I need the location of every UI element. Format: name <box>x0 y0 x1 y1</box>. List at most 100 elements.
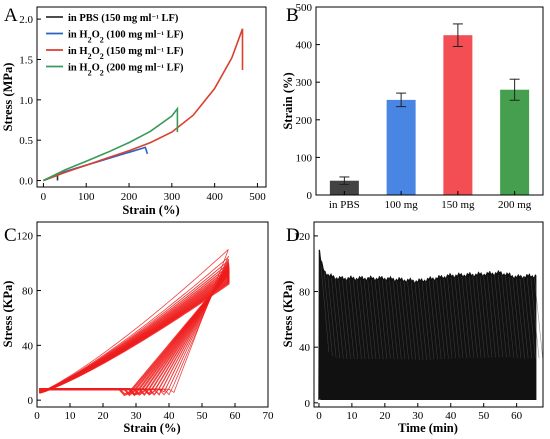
legend-entry-part: (150 mg ml <box>104 46 157 57</box>
cycle-trace <box>479 276 489 358</box>
panel-c-ytick-label: 40 <box>22 340 34 352</box>
panel-c-ytick-label: 80 <box>22 286 34 298</box>
cycle-trace <box>487 275 496 358</box>
cycle-trace <box>534 277 543 359</box>
cycle-trace <box>400 281 409 360</box>
category-label-1: 100 mg <box>384 199 418 211</box>
cycle-trace <box>421 282 431 360</box>
cycle-trace <box>338 280 348 360</box>
panel-b-ytick-label: 300 <box>296 77 313 89</box>
bar-3 <box>500 89 530 195</box>
panel-a-xtick-label: 300 <box>164 191 181 203</box>
panel-d-xtick-label: 40 <box>445 410 457 422</box>
cycle-trace <box>530 277 540 359</box>
legend-entry-part: ⁻¹ <box>157 30 165 40</box>
panel-c-xtick-label: 10 <box>65 410 77 422</box>
panel-d-xlabel: Time (min) <box>398 421 458 435</box>
cycle-trace <box>512 277 522 359</box>
panel-c-xlabel: Strain (%) <box>123 421 180 435</box>
panel-a-xtick-label: 100 <box>78 191 95 203</box>
cycle-trace <box>407 281 417 360</box>
cycle-trace <box>436 279 446 359</box>
panel-a-ytick-label: 2.0 <box>19 14 33 26</box>
cycle-trace <box>389 280 398 360</box>
legend-entry-part: 2 <box>100 68 104 77</box>
cycle-loop-2 <box>39 258 229 396</box>
series-line-3 <box>43 106 179 182</box>
series-line-2 <box>43 28 244 182</box>
cycle-trace <box>472 276 482 358</box>
legend-entry-2: in H2O2 (150 mg ml⁻¹ LF) <box>68 46 184 61</box>
cycle-trace <box>458 277 467 358</box>
cycle-trace <box>497 274 507 358</box>
panel-b-ytick-label: 0 <box>307 190 313 202</box>
cycle-trace <box>331 278 340 359</box>
legend-entry-part: 2 <box>100 52 104 61</box>
panel-a-xtick-label: 400 <box>206 191 223 203</box>
legend-entry-part: O <box>92 63 100 74</box>
category-label-0: in PBS <box>329 199 360 211</box>
cycle-trace <box>439 279 449 359</box>
series-line-1 <box>43 146 149 182</box>
panel-a: A 0 100 200 300 400 500 0.0 0.5 1.0 1.5 2.0 in PBS… <box>1 5 267 217</box>
cycle-trace <box>356 280 366 360</box>
panel-a-legend: in PBS (150 mg ml⁻¹ LF)in H2O2 (100 mg m… <box>46 13 184 77</box>
cycle-trace <box>461 276 471 358</box>
cycle-trace <box>360 280 369 360</box>
cycle-trace <box>418 282 427 360</box>
cycle-trace <box>505 275 514 358</box>
panel-c-ytick-label: 120 <box>17 231 34 243</box>
panel-d-xtick-label: 20 <box>379 410 391 422</box>
category-label-2: 150 mg <box>441 199 475 211</box>
cycle-trace <box>523 278 533 359</box>
legend-entry-part: ⁻¹ <box>157 63 165 73</box>
panel-a-ytick-label: 1.0 <box>19 95 33 107</box>
cycle-trace <box>501 275 511 358</box>
panel-b: B 0 100 200 300 400 500 in PBS 100 mg 150 mg 200 … <box>281 2 544 211</box>
cycle-loop-4 <box>39 262 229 396</box>
panel-c-ytick-label: 0 <box>28 395 34 407</box>
panel-c-ylabel: Stress (KPa) <box>1 281 15 348</box>
cycle-trace <box>323 272 333 357</box>
cycle-trace <box>327 276 337 358</box>
cycle-trace <box>526 278 536 359</box>
cycle-trace <box>363 280 373 360</box>
panel-a-xtick-label: 200 <box>121 191 138 203</box>
cycle-trace <box>367 280 377 360</box>
panel-d-xtick-label: 0 <box>316 410 322 422</box>
cycle-trace <box>494 275 504 358</box>
cycle-trace <box>352 280 362 360</box>
legend-entry-part: in PBS (150 mg ml <box>68 13 152 24</box>
cycle-trace <box>345 280 355 360</box>
panel-d-ytick-label: 120 <box>294 231 311 243</box>
legend-entry-part: O <box>92 46 100 57</box>
category-label-3: 200 mg <box>498 199 532 211</box>
cycle-trace <box>403 281 413 360</box>
panel-d-ytick-label: 80 <box>299 287 311 299</box>
cycle-trace <box>443 278 453 359</box>
panel-a-label: A <box>4 5 18 26</box>
panel-a-ytick-label: 1.5 <box>19 54 33 66</box>
bar-2 <box>443 35 473 196</box>
panel-b-frame <box>315 6 544 196</box>
panel-d-xtick-label: 10 <box>346 410 358 422</box>
legend-entry-part: LF) <box>159 13 179 24</box>
panel-b-ytick-label: 100 <box>296 152 313 164</box>
bar-0 <box>329 180 359 195</box>
panel-a-xtick-label: 500 <box>249 191 266 203</box>
panel-d-ylabel: Stress (KPa) <box>281 281 295 348</box>
panel-b-ytick-label: 400 <box>296 40 313 52</box>
panel-c-xtick-label: 40 <box>164 410 176 422</box>
legend-entry-0: in PBS (150 mg ml⁻¹ LF) <box>68 13 179 24</box>
legend-entry-part: (100 mg ml <box>104 30 157 41</box>
cycle-trace <box>378 280 388 360</box>
legend-entry-part: in H <box>68 46 88 57</box>
cycle-trace <box>349 280 359 360</box>
panel-b-ytick-label: 500 <box>296 2 313 14</box>
cycle-trace <box>396 281 406 360</box>
cycle-trace <box>371 280 380 360</box>
panel-c-xtick-label: 70 <box>263 410 275 422</box>
panel-c-xtick-label: 50 <box>197 410 209 422</box>
legend-entry-3: in H2O2 (200 mg ml⁻¹ LF) <box>68 63 184 78</box>
